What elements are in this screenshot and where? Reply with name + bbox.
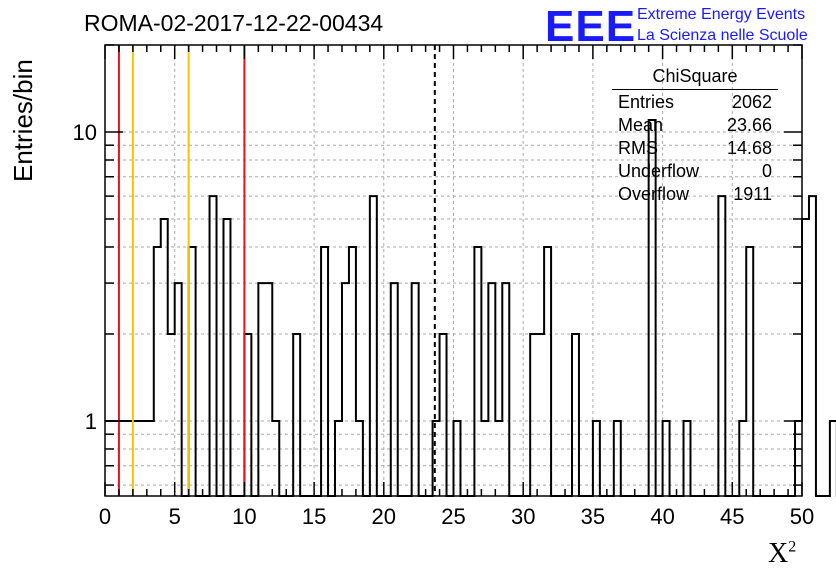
- stats-value: 14.68: [726, 138, 772, 158]
- stats-row-overflow: Overflow 1911: [612, 183, 778, 206]
- x-tick-label: 5: [169, 504, 181, 529]
- x-tick-label: 35: [581, 504, 605, 529]
- axis-ticks: 0 5 10 15 20 25 30 35 40 45 50 1 10: [73, 44, 814, 529]
- x-tick-label: 10: [232, 504, 256, 529]
- logo-line-2: La Scienza nelle Scuole: [637, 27, 808, 44]
- x-tick-label: 0: [99, 504, 111, 529]
- x-tick-label: 45: [720, 504, 744, 529]
- stats-value: 0: [761, 161, 772, 181]
- x-tick-label: 30: [511, 504, 535, 529]
- x-tick-label: 15: [302, 504, 326, 529]
- x-tick-label: 25: [441, 504, 465, 529]
- stats-title: ChiSquare: [612, 66, 778, 90]
- stats-label: Entries: [618, 92, 675, 112]
- stats-row-entries: Entries 2062: [612, 91, 778, 114]
- y-tick-label: 1: [85, 409, 97, 434]
- stats-row-rms: RMS 14.68: [612, 137, 778, 160]
- x-tick-label: 40: [650, 504, 674, 529]
- x-tick-label: 20: [372, 504, 396, 529]
- x-tick-label: 50: [790, 504, 814, 529]
- stats-value: 23.66: [726, 115, 772, 135]
- y-tick-label: 10: [73, 120, 97, 145]
- stats-value: 1911: [733, 184, 772, 204]
- eee-logo: EEE: [545, 2, 637, 51]
- stats-value: 2062: [731, 92, 772, 112]
- stats-row-mean: Mean 23.66: [612, 114, 778, 137]
- logo-line-1: Extreme Energy Events: [637, 6, 806, 23]
- y-axis-label: Entries/bin: [8, 59, 38, 182]
- stats-label: Underflow: [618, 161, 700, 181]
- x-axis-label: X2: [768, 538, 797, 569]
- logo-caption: Extreme Energy Events La Scienza nelle S…: [637, 4, 808, 46]
- stats-row-underflow: Underflow 0: [612, 160, 778, 183]
- stats-label: Overflow: [618, 184, 690, 204]
- stats-label: RMS: [618, 138, 658, 158]
- stats-label: Mean: [618, 115, 664, 135]
- stats-box: ChiSquare Entries 2062 Mean 23.66 RMS 14.68…: [612, 66, 778, 206]
- chart-title: ROMA-02-2017-12-22-00434: [84, 10, 384, 36]
- reference-lines: [117, 45, 436, 496]
